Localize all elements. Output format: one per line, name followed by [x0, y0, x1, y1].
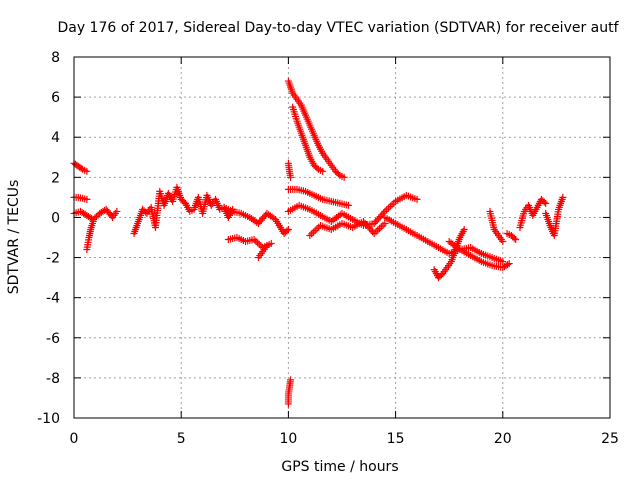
- x-tick-label: 20: [494, 431, 512, 447]
- data-point: [283, 227, 291, 235]
- data-point: [504, 261, 512, 269]
- data-point: [113, 207, 121, 215]
- data-point: [287, 376, 295, 384]
- data-point: [313, 164, 321, 172]
- data-point: [370, 219, 378, 227]
- data-point: [89, 217, 97, 225]
- data-point: [363, 221, 371, 229]
- data-point: [306, 231, 314, 239]
- data-point: [540, 198, 548, 206]
- x-tick-label: 5: [177, 431, 186, 447]
- data-point: [510, 234, 518, 242]
- y-tick-label: 6: [51, 90, 60, 106]
- data-point: [505, 260, 513, 268]
- data-point: [379, 221, 387, 229]
- data-point: [366, 224, 374, 232]
- x-tick-labels: 0 5 10 15 20 25: [70, 431, 619, 447]
- data-point: [263, 242, 271, 250]
- data-point: [364, 223, 372, 231]
- y-tick-labels: -10 -8 -6 -4 -2 0 2 4 6 8: [37, 50, 60, 427]
- y-tick-label: 0: [51, 210, 60, 226]
- data-point: [499, 258, 507, 266]
- data-point: [512, 236, 520, 244]
- data-point: [252, 237, 260, 245]
- y-tick-label: -6: [46, 331, 60, 347]
- data-point: [542, 199, 550, 207]
- y-tick-label: 8: [51, 50, 60, 66]
- y-tick-label: -10: [37, 411, 60, 427]
- x-tick-label: 15: [387, 431, 405, 447]
- data-point: [383, 206, 391, 214]
- x-tick-label: 25: [601, 431, 619, 447]
- data-point: [315, 223, 323, 231]
- data-point: [309, 228, 317, 236]
- data-point: [413, 195, 421, 203]
- data-point: [559, 193, 567, 201]
- data-point: [460, 225, 468, 233]
- data-point: [250, 236, 258, 244]
- data-point: [267, 240, 275, 248]
- data-point: [257, 242, 265, 250]
- data-point: [334, 170, 342, 178]
- data-point: [376, 213, 384, 221]
- data-point: [284, 225, 292, 233]
- data-point: [93, 212, 101, 220]
- data-point: [270, 214, 278, 222]
- y-tick-label: -4: [46, 291, 60, 307]
- data-point: [287, 173, 295, 181]
- data-point: [376, 224, 384, 232]
- data-point: [386, 202, 394, 210]
- data-point: [381, 219, 389, 227]
- data-point: [254, 239, 262, 247]
- data-point: [375, 214, 383, 222]
- plot-frame: [73, 56, 611, 419]
- data-point: [77, 164, 85, 172]
- data-point: [372, 228, 380, 236]
- data-point: [373, 216, 381, 224]
- y-tick-label: 4: [51, 130, 60, 146]
- y-tick-label: 2: [51, 170, 60, 186]
- data-point: [377, 223, 385, 231]
- data-point: [340, 173, 348, 181]
- data-point: [372, 218, 380, 226]
- data-series-sdtvar: [70, 77, 567, 408]
- data-point: [499, 238, 507, 246]
- axis-ticks: [73, 56, 611, 419]
- data-point: [308, 230, 316, 238]
- y-tick-label: -8: [46, 371, 60, 387]
- data-point: [361, 219, 369, 227]
- data-point: [374, 226, 382, 234]
- data-point: [83, 167, 91, 175]
- data-point: [370, 229, 378, 237]
- data-point: [379, 209, 387, 217]
- data-point: [388, 201, 396, 209]
- data-point: [91, 214, 99, 222]
- x-axis-label: GPS time / hours: [281, 459, 398, 475]
- data-point: [311, 226, 319, 234]
- data-point: [384, 204, 392, 212]
- data-point: [367, 226, 375, 234]
- x-tick-label: 10: [279, 431, 297, 447]
- grid-lines: [74, 57, 610, 418]
- data-point: [255, 240, 263, 248]
- data-point: [359, 217, 367, 225]
- data-point: [319, 167, 327, 175]
- y-tick-label: -2: [46, 251, 60, 267]
- data-point: [344, 201, 352, 209]
- data-point: [381, 207, 389, 215]
- x-tick-label: 0: [70, 431, 79, 447]
- data-point: [83, 195, 91, 203]
- y-axis-label: SDTVAR / TECUs: [6, 180, 22, 295]
- chart-title: Day 176 of 2017, Sidereal Day-to-day VTE…: [57, 20, 619, 36]
